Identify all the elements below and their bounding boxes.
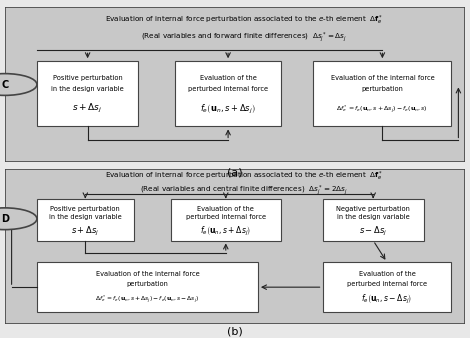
Text: in the design variable: in the design variable — [337, 214, 409, 220]
FancyBboxPatch shape — [322, 262, 452, 312]
Text: perturbation: perturbation — [361, 86, 403, 92]
Text: Evaluation of internal force perturbation associated to the $e$-th element  $\De: Evaluation of internal force perturbatio… — [105, 14, 384, 27]
FancyBboxPatch shape — [37, 198, 133, 241]
FancyBboxPatch shape — [322, 198, 424, 241]
Text: (a): (a) — [227, 167, 243, 177]
Text: in the design variable: in the design variable — [51, 86, 124, 92]
FancyBboxPatch shape — [37, 262, 258, 312]
Text: perturbed internal force: perturbed internal force — [188, 86, 268, 92]
Text: $f_e\left(\mathbf{u}_n, s + \Delta s_j\right)$: $f_e\left(\mathbf{u}_n, s + \Delta s_j\r… — [200, 103, 256, 116]
FancyBboxPatch shape — [171, 198, 281, 241]
FancyBboxPatch shape — [37, 61, 138, 126]
Circle shape — [0, 208, 37, 230]
Text: (b): (b) — [227, 326, 243, 336]
Text: Evaluation of the internal force: Evaluation of the internal force — [95, 271, 199, 277]
Text: $f_e\left(\mathbf{u}_n, s - \Delta s_j\right)$: $f_e\left(\mathbf{u}_n, s - \Delta s_j\r… — [361, 292, 413, 306]
Text: perturbation: perturbation — [126, 281, 168, 287]
Text: Evaluation of the: Evaluation of the — [200, 74, 257, 80]
FancyBboxPatch shape — [175, 61, 281, 126]
Text: (Real variables and forward finite differences)  $\Delta s_j^* = \Delta s_j$: (Real variables and forward finite diffe… — [141, 30, 347, 45]
Text: C: C — [1, 79, 8, 90]
FancyBboxPatch shape — [5, 7, 465, 162]
Text: Evaluation of the: Evaluation of the — [197, 206, 254, 212]
Text: Positive perturbation: Positive perturbation — [53, 74, 123, 80]
Text: $\Delta f_e^* = f_e\left(\mathbf{u}_n, s + \Delta s_j\right) - f_e\left(\mathbf{: $\Delta f_e^* = f_e\left(\mathbf{u}_n, s… — [337, 104, 428, 115]
Text: $f_e\left(\mathbf{u}_n, s + \Delta s_j\right)$: $f_e\left(\mathbf{u}_n, s + \Delta s_j\r… — [200, 225, 251, 238]
Text: Evaluation of the internal force: Evaluation of the internal force — [330, 74, 434, 80]
Text: $\Delta f_e^* = f_e\left(\mathbf{u}_n, s + \Delta s_j\right) - f_e\left(\mathbf{: $\Delta f_e^* = f_e\left(\mathbf{u}_n, s… — [95, 293, 200, 305]
Text: perturbed internal force: perturbed internal force — [347, 281, 427, 287]
Text: Evaluation of internal force perturbation associated to the $e$-th element  $\De: Evaluation of internal force perturbatio… — [105, 170, 384, 184]
Text: Positive perturbation: Positive perturbation — [50, 206, 120, 212]
Text: Negative perturbation: Negative perturbation — [336, 206, 410, 212]
Circle shape — [0, 74, 37, 95]
Text: Evaluation of the: Evaluation of the — [359, 271, 415, 277]
Text: $s + \Delta s_j$: $s + \Delta s_j$ — [71, 225, 100, 238]
Text: (Real variables and central finite differences)  $\Delta s_j^* = 2\Delta s_j$: (Real variables and central finite diffe… — [140, 184, 348, 198]
Text: D: D — [0, 214, 9, 224]
Text: perturbed internal force: perturbed internal force — [186, 214, 266, 220]
Text: $s - \Delta s_j$: $s - \Delta s_j$ — [359, 225, 387, 238]
FancyBboxPatch shape — [5, 169, 465, 324]
FancyBboxPatch shape — [313, 61, 452, 126]
Text: in the design variable: in the design variable — [49, 214, 122, 220]
Text: $s + \Delta s_j$: $s + \Delta s_j$ — [72, 102, 103, 115]
